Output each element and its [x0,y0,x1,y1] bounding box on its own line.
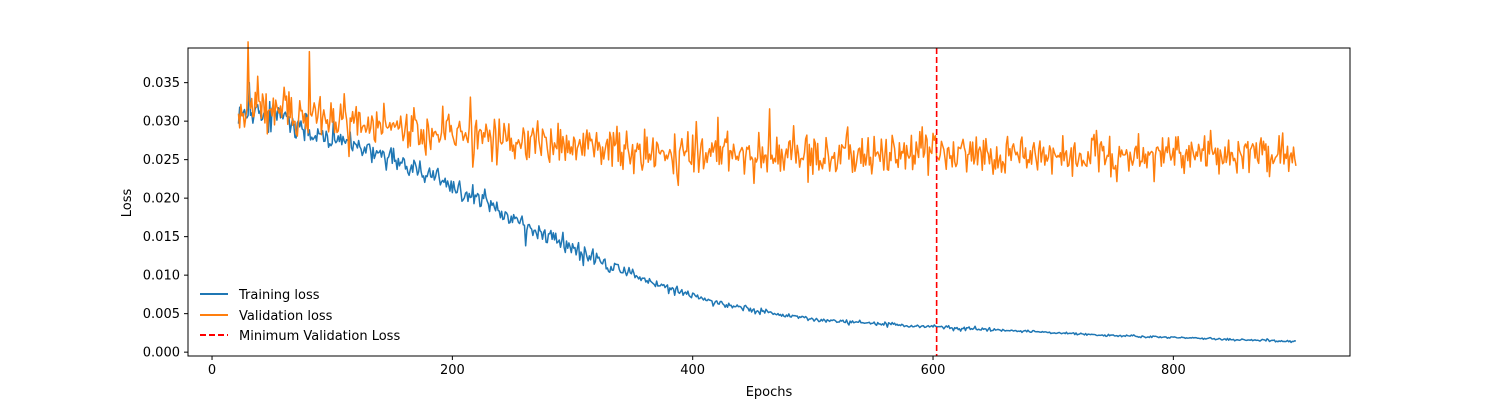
y-tick-label: 0.000 [143,346,180,361]
legend-validation-label: Validation loss [239,309,333,324]
axes [187,47,1351,357]
x-tick-label: 400 [680,363,705,378]
y-tick-label: 0.010 [143,269,180,284]
y-tick-label: 0.035 [143,76,180,91]
y-axis-ticks: 0.000 0.005 0.010 0.015 0.020 0.025 0.030 0.035 [143,76,188,361]
y-tick-label: 0.005 [143,307,180,322]
y-tick-label: 0.025 [143,153,180,168]
y-tick-label: 0.015 [143,230,180,245]
y-tick-label: 0.020 [143,192,180,207]
training-loss-line [237,81,1297,344]
x-axis-ticks: 0 200 400 600 800 [208,356,1186,378]
x-tick-label: 0 [208,363,216,378]
validation-loss-line [237,41,1297,187]
plot-area [237,41,1297,356]
y-tick-label: 0.030 [143,115,180,130]
y-axis-label: Loss [120,189,135,218]
legend: Training loss Validation loss Minimum Va… [200,288,400,344]
x-axis-label: Epochs [746,385,793,400]
x-tick-label: 800 [1161,363,1186,378]
axes-frame [187,47,1351,357]
x-tick-label: 600 [921,363,946,378]
legend-training-label: Training loss [238,288,320,303]
x-tick-label: 200 [440,363,465,378]
legend-min-val-label: Minimum Validation Loss [239,329,400,344]
